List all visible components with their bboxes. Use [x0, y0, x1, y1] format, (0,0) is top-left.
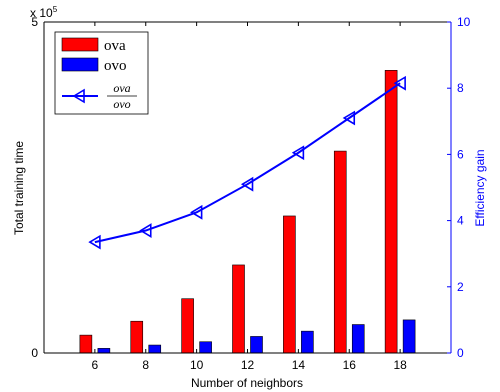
y2-tick-label-8: 8 [457, 81, 464, 95]
y-ticks: 05 [31, 15, 48, 360]
y-exponent-base: x 10 [30, 6, 53, 20]
efficiency-line-group [88, 75, 406, 250]
bar-ova-12 [232, 264, 245, 354]
legend-triangle-marker [72, 88, 85, 104]
y2-tick-label-6: 6 [457, 147, 464, 161]
x-tick-label-8: 8 [142, 358, 149, 372]
efficiency-point-16 [342, 110, 356, 126]
y2-tick-label-2: 2 [457, 280, 464, 294]
x-tick-label-12: 12 [241, 358, 255, 372]
bar-ovo-14 [301, 330, 314, 354]
bar-ovo-16 [351, 324, 365, 354]
bar-ovo-18 [402, 319, 416, 354]
bar-ova-6 [79, 334, 93, 354]
x-axis-title: Number of neighbors [191, 376, 303, 390]
x-ticks: 6 8 10 12 14 16 18 [92, 22, 407, 372]
efficiency-point-18 [393, 75, 406, 91]
y2-tick-label-10: 10 [457, 15, 471, 29]
legend-swatch-ova [61, 37, 99, 52]
y2-ticks: 0 2 4 6 8 10 [447, 15, 471, 360]
legend-frac-denominator: ovo [113, 97, 130, 111]
y-exponent-label: x 105 [30, 5, 58, 20]
y-tick-label-5: 5 [31, 15, 38, 29]
y2-tick-label-0: 0 [457, 346, 464, 360]
bars-group [79, 70, 416, 354]
x-tick-label-18: 18 [393, 358, 407, 372]
legend-swatch-ovo [61, 57, 99, 72]
bar-ova-8 [130, 320, 144, 354]
bar-ova-10 [181, 298, 194, 354]
x-tick-label-10: 10 [190, 358, 204, 372]
efficiency-point-12 [240, 176, 254, 192]
y-tick-label-0: 0 [31, 346, 38, 360]
efficiency-point-8 [139, 223, 152, 238]
bar-ovo-10 [199, 341, 212, 354]
y-exponent-power: 5 [53, 5, 58, 14]
efficiency-point-14 [291, 145, 305, 161]
efficiency-point-6 [88, 234, 101, 250]
bar-ova-14 [283, 215, 296, 354]
x-tick-label-14: 14 [292, 358, 306, 372]
bar-ovo-12 [250, 336, 263, 354]
bar-ova-16 [333, 150, 347, 354]
legend-frac-numerator: ova [113, 81, 130, 95]
y2-axis-title: Efficiency gain [473, 149, 487, 226]
legend-label-ova: ova [104, 38, 126, 54]
bar-ovo-6 [97, 348, 111, 354]
efficiency-point-10 [190, 204, 203, 220]
efficiency-line [94, 82, 401, 244]
bar-ovo-8 [148, 344, 162, 354]
x-tick-label-6: 6 [92, 358, 99, 372]
legend: ova ovo ova ovo [54, 31, 149, 115]
x-tick-label-16: 16 [343, 358, 357, 372]
y2-tick-label-4: 4 [457, 214, 464, 228]
legend-label-ovo: ovo [104, 58, 127, 74]
bar-ova-18 [384, 70, 398, 354]
y-axis-title: Total training time [12, 141, 26, 235]
